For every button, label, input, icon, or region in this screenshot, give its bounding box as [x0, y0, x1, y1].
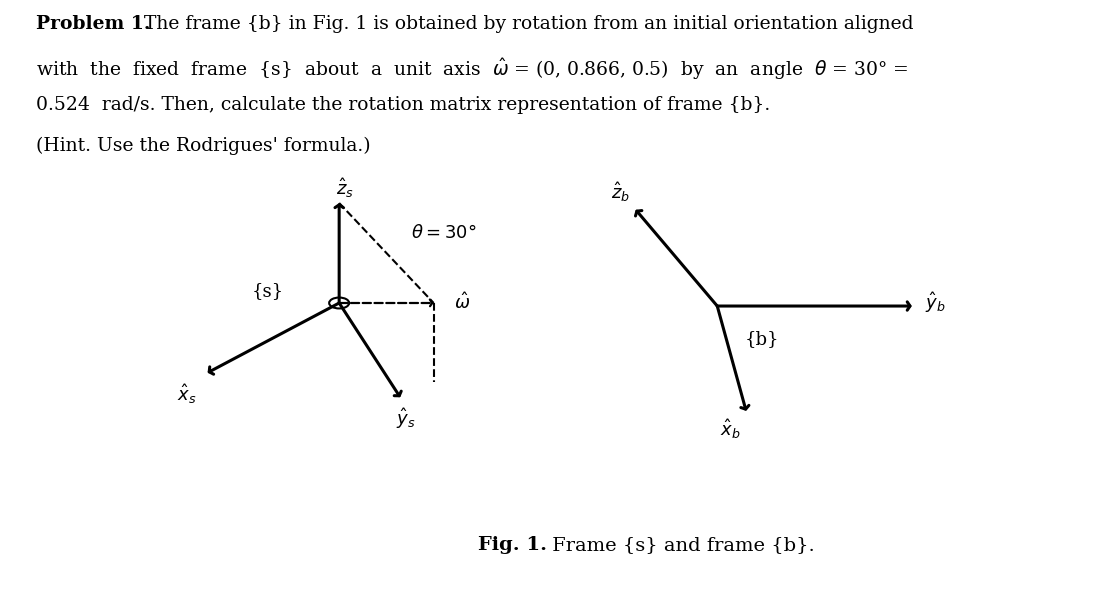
Text: {b}: {b}: [745, 330, 780, 348]
Text: Frame {s} and frame {b}.: Frame {s} and frame {b}.: [546, 536, 815, 554]
Text: $\hat{x}_s$: $\hat{x}_s$: [177, 382, 197, 405]
Text: $\hat{\omega}$: $\hat{\omega}$: [454, 293, 470, 313]
Text: {s}: {s}: [251, 282, 284, 300]
Text: $\hat{z}_b$: $\hat{z}_b$: [612, 180, 631, 204]
Text: Fig. 1.: Fig. 1.: [478, 536, 547, 554]
Text: The frame {b} in Fig. 1 is obtained by rotation from an initial orientation alig: The frame {b} in Fig. 1 is obtained by r…: [138, 15, 913, 33]
Text: 0.524  rad/s. Then, calculate the rotation matrix representation of frame {b}.: 0.524 rad/s. Then, calculate the rotatio…: [36, 96, 770, 115]
Text: (Hint. Use the Rodrigues' formula.): (Hint. Use the Rodrigues' formula.): [36, 137, 370, 155]
Text: $\hat{x}_b$: $\hat{x}_b$: [719, 417, 741, 441]
Text: $\hat{y}_s$: $\hat{y}_s$: [396, 407, 416, 431]
Text: $\hat{z}_s$: $\hat{z}_s$: [336, 176, 354, 200]
Text: Problem 1.: Problem 1.: [36, 15, 150, 33]
Text: $\theta = 30°$: $\theta = 30°$: [411, 224, 477, 242]
Text: $\hat{y}_b$: $\hat{y}_b$: [925, 291, 946, 315]
Text: with  the  fixed  frame  {s}  about  a  unit  axis  $\hat{\omega}$ = (0, 0.866, : with the fixed frame {s} about a unit ax…: [36, 56, 907, 82]
